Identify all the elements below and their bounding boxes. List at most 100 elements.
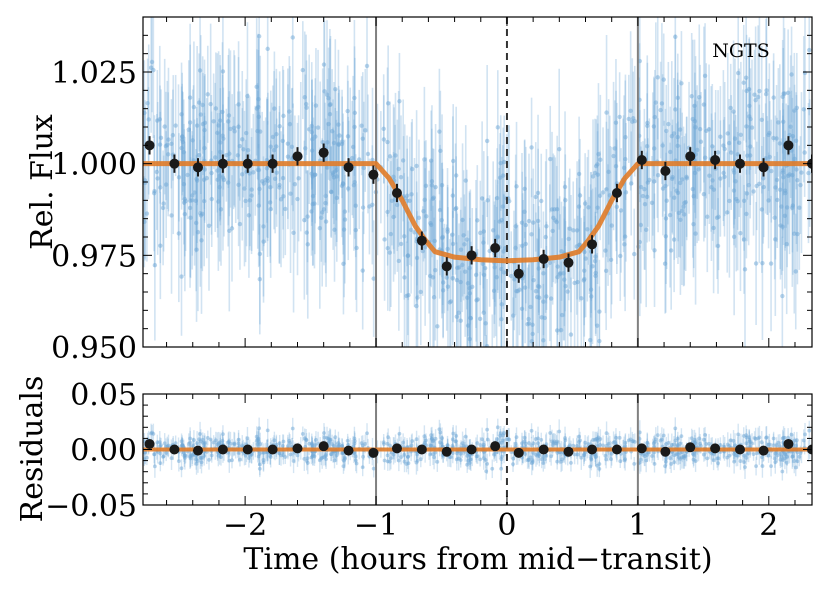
unbinned-point: [746, 182, 751, 188]
binned-residual-point: [217, 444, 228, 455]
unbinned-point: [216, 199, 221, 204]
unbinned-point: [261, 239, 266, 244]
unbinned-point: [180, 139, 186, 145]
unbinned-point: [187, 120, 193, 125]
unbinned-point: [463, 178, 468, 183]
unbinned-point: [213, 155, 218, 160]
unbinned-point: [455, 265, 460, 271]
unbinned-point: [393, 153, 398, 158]
unbinned-point: [254, 84, 259, 90]
unbinned-residual-point: [198, 432, 202, 436]
unbinned-point: [268, 185, 273, 190]
unbinned-point: [194, 123, 200, 128]
unbinned-residual-point: [194, 457, 199, 462]
unbinned-residual-point: [679, 434, 684, 439]
unbinned-residual-point: [764, 435, 769, 440]
unbinned-residual-point: [664, 442, 669, 446]
unbinned-point: [529, 145, 534, 150]
unbinned-point: [398, 174, 404, 180]
unbinned-point: [698, 139, 704, 144]
unbinned-point: [306, 127, 312, 132]
unbinned-point: [329, 189, 334, 195]
unbinned-point: [160, 205, 166, 211]
unbinned-point: [201, 177, 207, 182]
unbinned-point: [727, 198, 732, 204]
unbinned-point: [143, 110, 147, 116]
unbinned-point: [445, 246, 450, 252]
unbinned-point: [431, 295, 437, 300]
unbinned-residual-point: [405, 455, 410, 459]
unbinned-point: [256, 96, 261, 102]
unbinned-residual-point: [312, 454, 317, 459]
unbinned-residual-point: [399, 455, 403, 459]
unbinned-point: [522, 209, 527, 214]
unbinned-point: [586, 205, 591, 210]
unbinned-point: [500, 204, 506, 209]
unbinned-residual-point: [230, 458, 234, 463]
unbinned-point: [197, 152, 202, 158]
unbinned-point: [795, 231, 800, 237]
unbinned-point: [477, 316, 483, 322]
unbinned-point: [236, 182, 241, 188]
unbinned-residual-point: [780, 458, 785, 462]
unbinned-point: [597, 193, 603, 198]
unbinned-residual-point: [525, 458, 530, 463]
unbinned-residual-point: [203, 440, 207, 445]
unbinned-residual-point: [345, 438, 350, 443]
unbinned-residual-point: [792, 438, 797, 443]
unbinned-point: [202, 127, 207, 133]
unbinned-point: [728, 105, 733, 111]
unbinned-point: [236, 102, 241, 107]
unbinned-point: [658, 107, 663, 113]
transit-model-curve: [143, 161, 812, 264]
unbinned-point: [256, 34, 262, 39]
unbinned-residual-point: [751, 452, 756, 457]
unbinned-point: [645, 123, 650, 129]
unbinned-point: [461, 233, 466, 238]
unbinned-point: [743, 75, 749, 80]
unbinned-point: [780, 293, 785, 299]
unbinned-point: [313, 103, 319, 108]
unbinned-point: [682, 212, 687, 217]
unbinned-residual-point: [152, 464, 157, 469]
unbinned-point: [245, 93, 250, 99]
unbinned-point: [775, 197, 780, 203]
unbinned-point: [744, 124, 749, 129]
unbinned-point: [536, 266, 541, 271]
unbinned-residual-point: [161, 454, 166, 459]
unbinned-point: [400, 158, 406, 163]
unbinned-residual-point: [305, 456, 310, 461]
unbinned-point: [653, 100, 659, 105]
unbinned-point: [644, 144, 650, 149]
unbinned-residual-point: [397, 431, 402, 436]
unbinned-point: [718, 176, 723, 181]
unbinned-point: [365, 151, 371, 157]
unbinned-point: [232, 129, 237, 134]
unbinned-point: [309, 148, 315, 153]
unbinned-point: [642, 187, 647, 192]
unbinned-point: [595, 172, 600, 177]
unbinned-point: [744, 211, 749, 217]
unbinned-residual-point: [198, 455, 203, 460]
unbinned-point: [492, 265, 497, 270]
unbinned-residual-point: [216, 441, 221, 446]
unbinned-point: [189, 198, 195, 203]
unbinned-point: [397, 99, 402, 104]
unbinned-point: [319, 215, 324, 220]
binned-point: [343, 162, 354, 173]
unbinned-point: [462, 269, 468, 274]
binned-residual-point: [169, 444, 180, 455]
unbinned-point: [583, 256, 588, 261]
unbinned-point: [479, 196, 485, 201]
unbinned-point: [544, 263, 549, 268]
unbinned-point: [352, 124, 357, 130]
unbinned-residual-point: [541, 461, 546, 465]
unbinned-point: [550, 228, 555, 234]
unbinned-point: [761, 176, 766, 181]
unbinned-residual-point: [268, 454, 273, 458]
unbinned-residual-point: [728, 438, 733, 443]
unbinned-point: [264, 166, 270, 171]
unbinned-residual-point: [604, 431, 609, 436]
unbinned-point: [305, 214, 310, 219]
unbinned-point: [519, 306, 525, 312]
